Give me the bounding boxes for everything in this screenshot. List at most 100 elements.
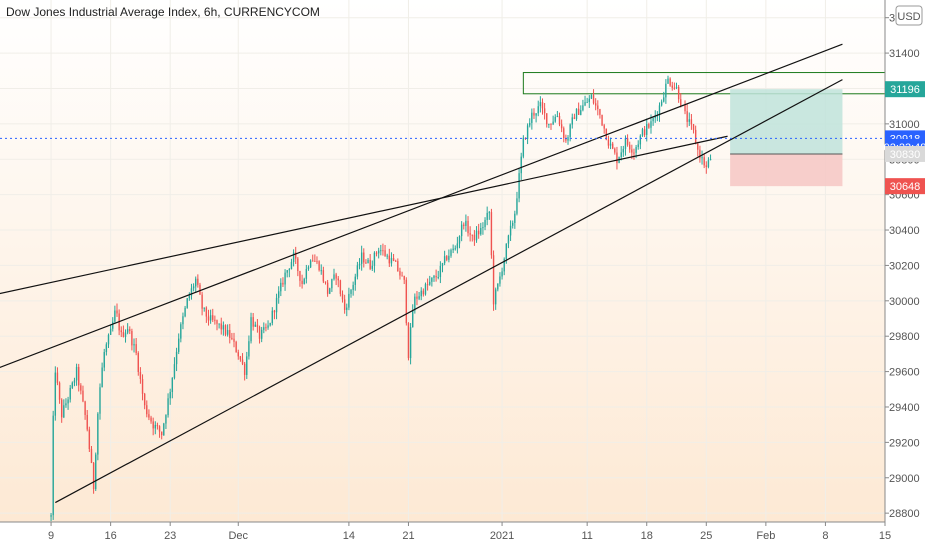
- candle-body: [92, 462, 95, 490]
- candle: [465, 214, 467, 232]
- position-target-zone[interactable]: [730, 89, 843, 154]
- candle-body: [303, 278, 305, 284]
- candle: [103, 348, 105, 372]
- upper-channel-line[interactable]: [0, 43, 843, 380]
- candle-body: [471, 234, 473, 236]
- candle-body: [654, 115, 656, 119]
- candle: [199, 282, 201, 295]
- candle-body: [356, 265, 359, 277]
- position-stop-zone[interactable]: [730, 153, 843, 187]
- y-tick-label: 29000: [889, 473, 920, 485]
- candle: [701, 150, 703, 165]
- candle-body: [669, 78, 671, 86]
- x-tick-label: 11: [581, 530, 592, 542]
- candle-body: [692, 124, 695, 130]
- candle-body: [58, 382, 61, 400]
- candle-body: [386, 255, 388, 257]
- candle: [224, 324, 227, 337]
- candle: [492, 250, 495, 311]
- supply-zone-box[interactable]: [522, 72, 885, 95]
- candle-body: [465, 220, 467, 226]
- candle-body: [382, 250, 384, 252]
- candle: [180, 322, 182, 343]
- candle-body: [275, 297, 278, 313]
- candle-body: [680, 99, 682, 106]
- candle: [280, 278, 282, 297]
- candle: [471, 234, 473, 242]
- lower-channel-line[interactable]: [55, 79, 843, 504]
- candle: [97, 412, 99, 461]
- candle-body: [456, 243, 459, 249]
- candle-body: [409, 327, 412, 359]
- candle-body: [626, 138, 629, 145]
- candle: [207, 309, 210, 326]
- drawings-front[interactable]: [0, 43, 885, 504]
- candle: [182, 312, 184, 330]
- candle: [692, 123, 695, 134]
- candle-body: [182, 316, 184, 325]
- candle: [184, 305, 186, 318]
- candle-body: [433, 275, 435, 278]
- candle-body: [290, 261, 293, 270]
- candle: [680, 93, 682, 108]
- candle: [222, 321, 225, 336]
- candle-body: [563, 128, 565, 139]
- candle-body: [184, 307, 186, 317]
- candle-body: [599, 109, 601, 115]
- candle-body: [460, 224, 463, 237]
- candle-body: [324, 281, 327, 283]
- candle: [363, 248, 365, 268]
- candle-body: [703, 157, 705, 166]
- candle: [275, 293, 278, 320]
- candle: [420, 287, 422, 301]
- x-axis-ticks: 9 16 23 Dec 14 21 2021 11 18 25 Feb 8 15: [48, 522, 891, 542]
- candle: [535, 113, 537, 123]
- candle-body: [305, 268, 308, 279]
- candle-body: [586, 102, 588, 104]
- entry-price-tag-bg: [885, 145, 925, 162]
- candle: [203, 307, 205, 312]
- candle-body: [122, 332, 125, 337]
- candle: [456, 236, 459, 254]
- candle-body: [348, 293, 350, 308]
- candle-body: [154, 424, 157, 429]
- candle-body: [103, 352, 105, 368]
- candle-body: [403, 275, 405, 280]
- price-tags: 311963091802:23:483083030648: [884, 81, 926, 195]
- candle-body: [212, 315, 214, 320]
- candle: [286, 269, 288, 278]
- candle-body: [65, 403, 67, 406]
- candle: [178, 333, 180, 355]
- candle-body: [148, 414, 150, 418]
- candle-body: [420, 290, 422, 297]
- candle-body: [250, 317, 252, 342]
- candle-body: [518, 173, 520, 199]
- candle-body: [484, 219, 486, 228]
- candle: [371, 260, 373, 272]
- candle: [373, 251, 376, 273]
- candle-body: [197, 278, 199, 285]
- candle-body: [694, 129, 697, 144]
- candle: [518, 167, 520, 203]
- candle-body: [286, 270, 288, 273]
- candle: [580, 105, 582, 116]
- candle: [90, 446, 93, 464]
- candle: [346, 303, 348, 317]
- candle-body: [373, 252, 376, 266]
- candle: [229, 323, 231, 344]
- candle-body: [56, 372, 59, 383]
- candle: [265, 323, 267, 332]
- candle: [454, 245, 456, 251]
- candle-body: [63, 405, 65, 418]
- candle-body: [671, 85, 673, 88]
- candle: [516, 191, 518, 216]
- flat-trendline[interactable]: [0, 135, 728, 301]
- currency-button[interactable]: USD: [895, 5, 923, 26]
- candle-body: [486, 212, 488, 220]
- candle-body: [658, 105, 661, 116]
- candle: [669, 77, 671, 87]
- candle: [658, 102, 661, 122]
- candle-body: [297, 258, 299, 272]
- candle: [507, 234, 510, 249]
